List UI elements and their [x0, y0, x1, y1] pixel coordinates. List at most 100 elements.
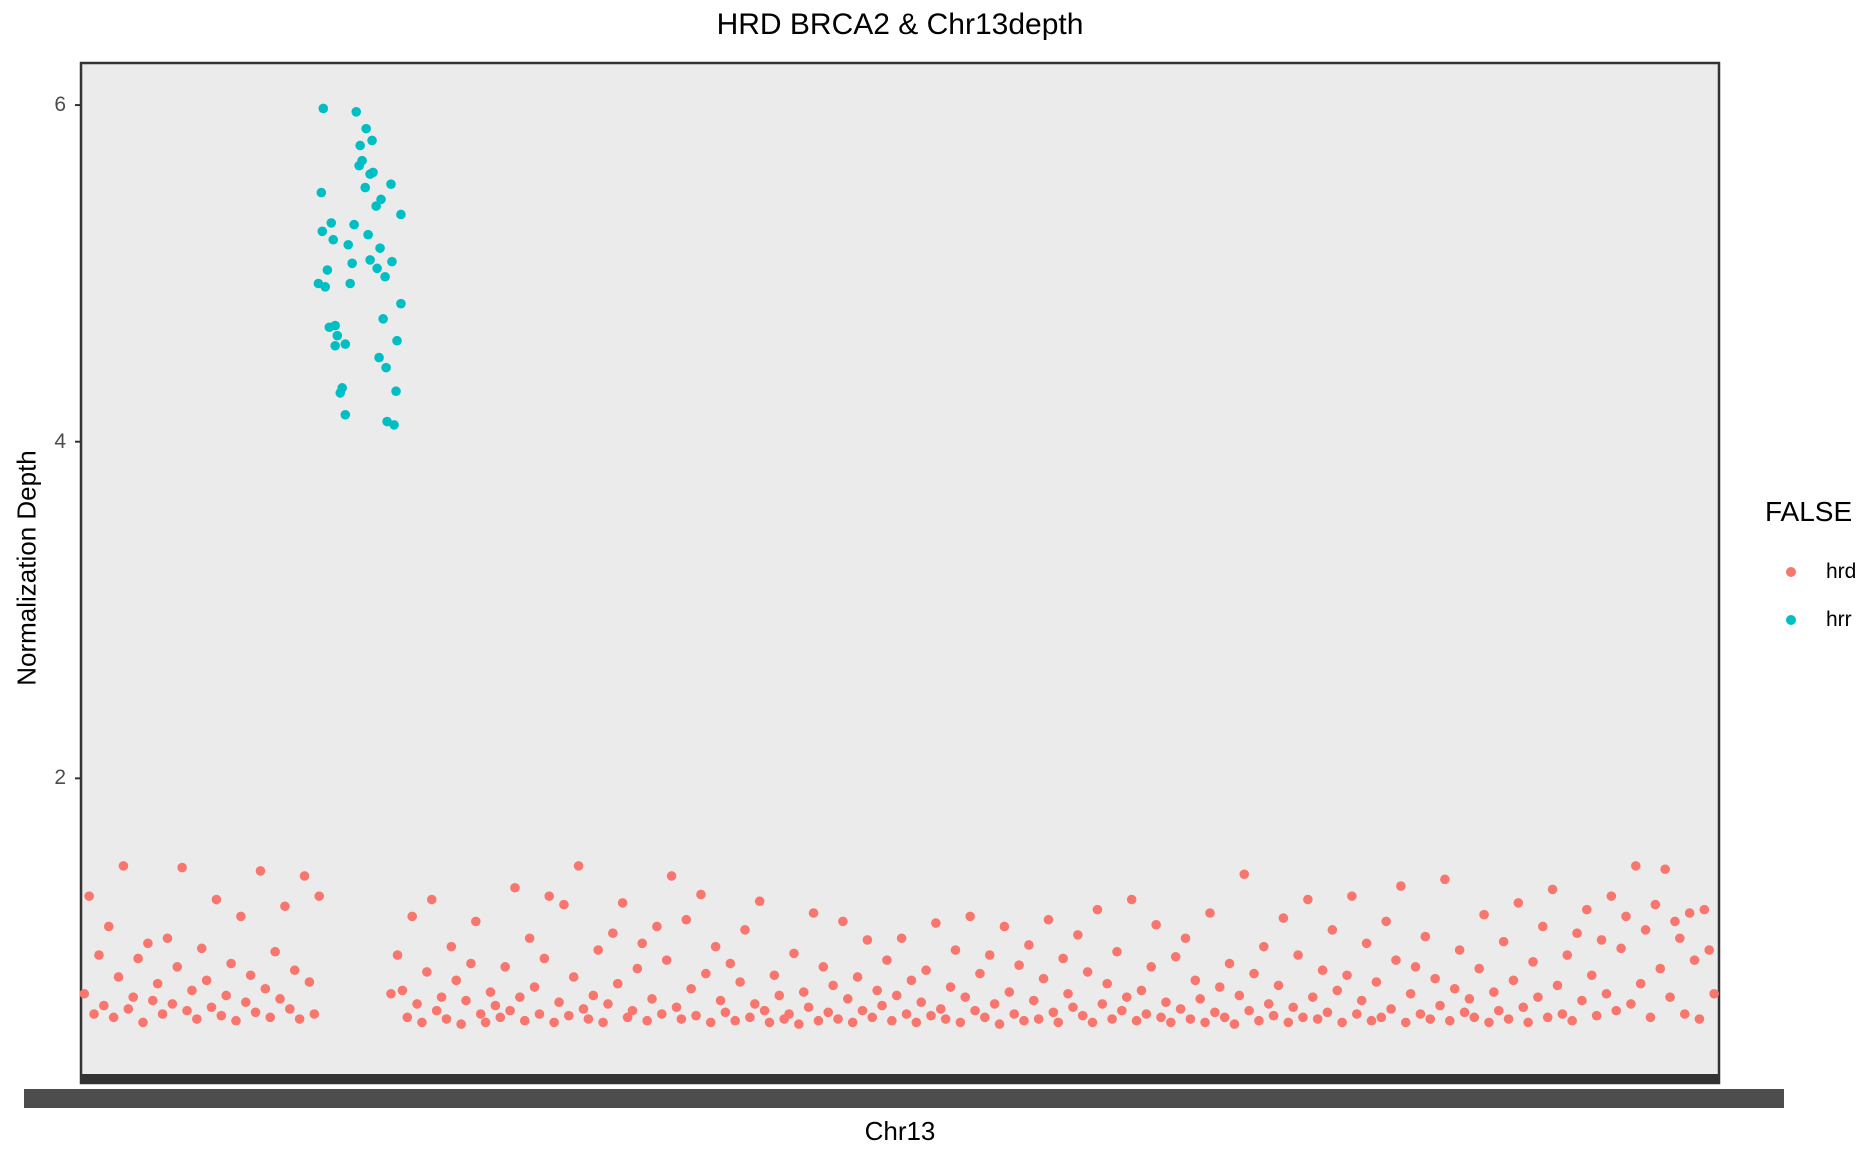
- data-point-hrd: [138, 1017, 148, 1028]
- data-point-hrd: [1185, 1014, 1196, 1024]
- data-point-hrd: [1508, 975, 1519, 986]
- data-point-hrd: [1410, 962, 1421, 972]
- data-point-hrd: [1170, 951, 1181, 962]
- data-point-hrd: [1665, 992, 1675, 1002]
- data-point-hrd: [1136, 985, 1147, 996]
- data-point-hrd: [901, 1009, 912, 1019]
- data-point-hrd: [182, 1005, 192, 1016]
- data-point-hrd: [769, 970, 780, 981]
- data-point-hrd: [265, 1012, 276, 1023]
- data-point-hrd: [1684, 908, 1695, 918]
- data-point-hrd: [1161, 997, 1171, 1008]
- y-axis-ticks: [75, 104, 81, 780]
- data-point-hrd: [984, 950, 995, 960]
- data-point-hrd: [480, 1017, 491, 1028]
- data-point-hrd: [911, 1017, 922, 1028]
- data-point-hrd: [1312, 1014, 1323, 1024]
- data-point-hrd: [798, 987, 809, 997]
- data-point-hrd: [701, 968, 711, 979]
- data-point-hrd: [657, 1009, 667, 1019]
- data-point-hrd: [847, 1017, 858, 1028]
- data-point-hrd: [970, 1005, 980, 1016]
- data-point-hrd: [157, 1009, 168, 1019]
- data-point-hrd: [1146, 962, 1157, 972]
- data-point-hrd: [1557, 1009, 1568, 1019]
- data-point-hrd: [637, 938, 648, 949]
- data-point-hrd: [412, 999, 422, 1009]
- data-point-hrd: [1518, 1002, 1529, 1013]
- data-point-hrr: [320, 282, 331, 292]
- data-point-hrr: [355, 140, 365, 151]
- data-point-hrr: [367, 135, 377, 146]
- data-point-hrr: [340, 409, 351, 420]
- data-point-hrd: [549, 1017, 559, 1028]
- data-point-hrd: [1278, 913, 1289, 923]
- data-point-hrd: [1307, 992, 1318, 1002]
- data-point-hrd: [749, 999, 760, 1009]
- data-point-hrd: [1542, 1012, 1553, 1023]
- data-point-hrd: [289, 965, 300, 976]
- data-point-hrd: [818, 962, 829, 972]
- data-point-hrd: [1489, 987, 1499, 997]
- data-point-hrd: [559, 899, 569, 910]
- data-point-hrd: [754, 896, 765, 907]
- data-point-hrr: [372, 263, 382, 274]
- data-point-hrd: [275, 994, 285, 1004]
- data-point-hrd: [916, 997, 927, 1008]
- data-point-hrd: [451, 975, 462, 986]
- data-point-hrd: [485, 987, 496, 997]
- data-point-hrd: [935, 1004, 946, 1014]
- data-point-hrd: [1381, 916, 1391, 927]
- data-point-hrd: [89, 1009, 99, 1019]
- data-point-hrd: [1077, 1010, 1088, 1021]
- data-point-hrd: [505, 1005, 515, 1016]
- data-point-hrd: [1234, 990, 1245, 1001]
- data-point-hrd: [1342, 970, 1352, 981]
- data-point-hrd: [113, 972, 124, 982]
- plot-panel: [79, 61, 1721, 1085]
- data-point-hrd: [852, 972, 863, 982]
- data-point-hrd: [226, 958, 236, 969]
- data-point-hrd: [720, 1007, 731, 1018]
- data-point-hrd: [1449, 983, 1460, 994]
- data-point-hrd: [1582, 904, 1592, 915]
- data-point-hrd: [784, 1009, 794, 1019]
- data-point-hrd: [1166, 1017, 1176, 1028]
- data-point-hrd: [1356, 995, 1367, 1006]
- data-point-hrd: [588, 990, 599, 1001]
- data-point-hrd: [1024, 940, 1034, 950]
- data-point-hrr: [354, 160, 364, 171]
- data-point-hrd: [544, 891, 555, 901]
- data-point-hrd: [980, 1012, 990, 1023]
- data-point-hrr: [340, 339, 351, 349]
- data-point-hrd: [710, 941, 721, 952]
- data-point-hrd: [803, 1002, 814, 1013]
- data-point-hrd: [554, 997, 564, 1008]
- data-point-hrd: [304, 977, 315, 987]
- data-point-hrd: [147, 995, 158, 1006]
- data-point-hrd: [1073, 930, 1083, 940]
- data-point-hrd: [1420, 931, 1431, 942]
- data-point-hrd: [950, 945, 961, 955]
- data-point-hrd: [578, 1004, 589, 1014]
- data-point-hrd: [162, 933, 173, 944]
- data-point-hrd: [593, 945, 603, 955]
- data-point-hrd: [1249, 968, 1259, 979]
- data-point-hrd: [524, 933, 535, 944]
- data-point-hrd: [573, 861, 584, 871]
- data-point-hrd: [691, 1010, 701, 1021]
- data-point-hrd: [79, 988, 90, 999]
- data-point-hrr: [391, 386, 401, 397]
- data-point-hrd: [314, 891, 324, 901]
- data-point-hrd: [735, 977, 745, 987]
- data-point-hrd: [965, 911, 975, 922]
- x-axis-tick-band: [81, 1074, 1719, 1083]
- data-point-hrd: [1498, 936, 1509, 947]
- legend-label: hrr: [1826, 608, 1852, 631]
- data-point-hrr: [332, 330, 343, 341]
- data-point-hrd: [1386, 1004, 1396, 1014]
- data-point-hrd: [133, 953, 143, 964]
- data-point-hrd: [510, 882, 520, 893]
- data-point-hrd: [1180, 933, 1191, 944]
